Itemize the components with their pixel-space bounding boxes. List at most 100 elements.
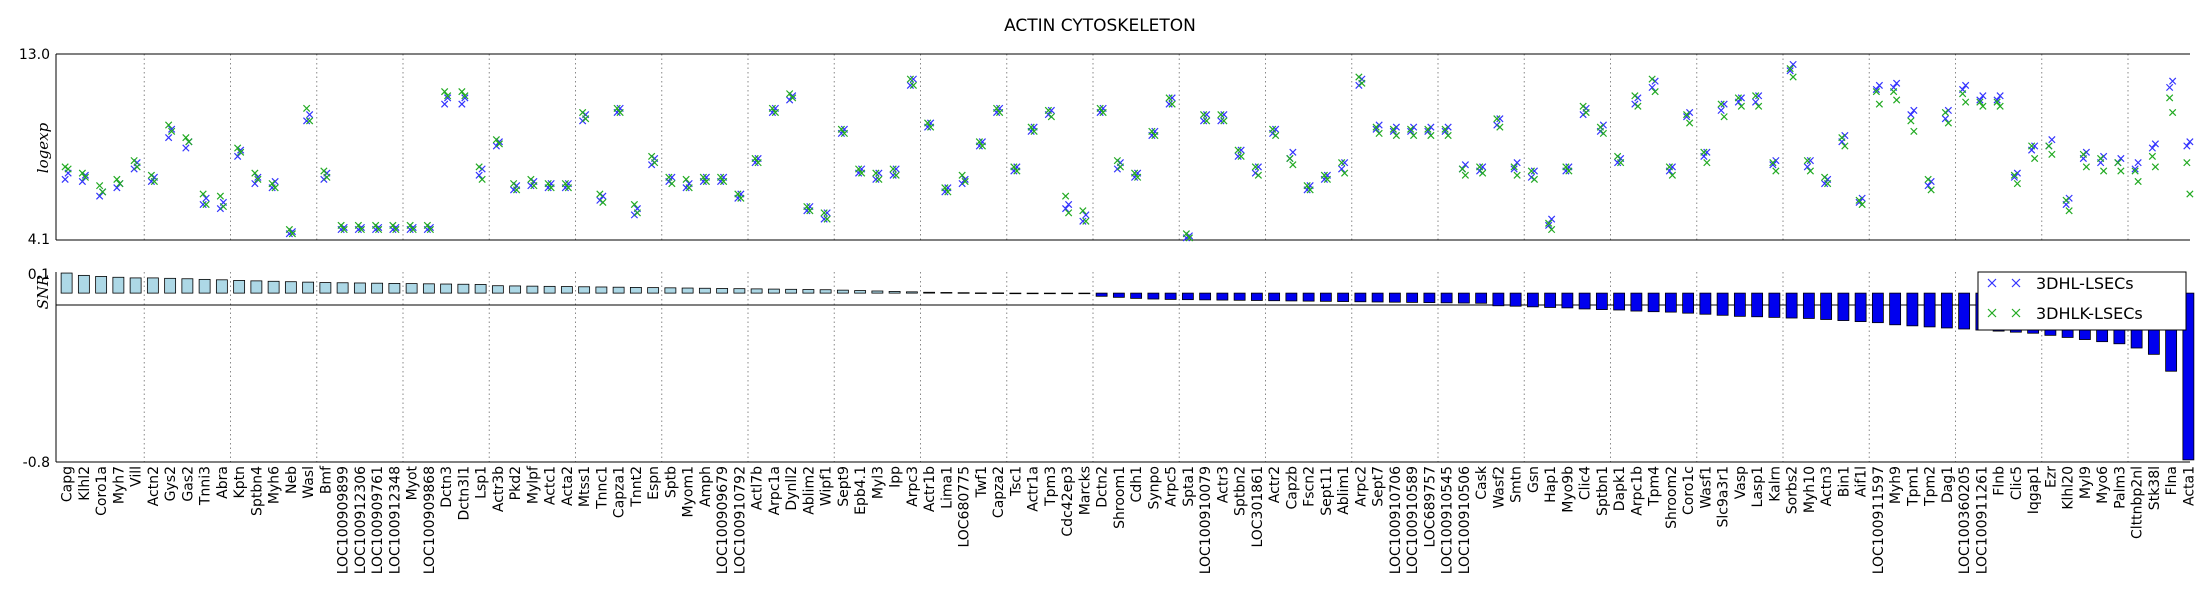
gene-label: Tpm4 — [1647, 466, 1663, 507]
snr-bar — [1285, 292, 1298, 302]
scatter-point — [1306, 186, 1314, 194]
scatter-point — [927, 123, 935, 131]
scatter-point — [1665, 163, 1673, 171]
snr-bar — [664, 287, 677, 294]
scatter-point — [1410, 131, 1418, 140]
snr-bar — [905, 291, 918, 294]
snr-bar — [284, 281, 297, 294]
scatter-point — [254, 173, 262, 181]
snr-bar — [1388, 292, 1401, 303]
snr-bar — [560, 286, 573, 294]
scatter-point — [1875, 81, 1883, 89]
snr-bar — [957, 292, 970, 294]
gene-label: Kalrn — [1767, 466, 1783, 502]
scatter-point — [1596, 123, 1604, 131]
scatter-point — [1872, 85, 1880, 94]
snr-bar — [836, 289, 849, 294]
scatter-point — [1220, 110, 1228, 119]
scatter-point — [444, 94, 452, 102]
scatter-point — [2166, 94, 2174, 102]
scatter-point — [182, 144, 190, 152]
scatter-point — [150, 177, 158, 186]
snr-bar — [129, 277, 142, 294]
snr-bar — [77, 274, 90, 294]
scatter-point — [958, 171, 966, 179]
scatter-point — [1341, 159, 1349, 167]
scatter-point — [1254, 163, 1262, 171]
bar-ylabel: SNR — [34, 275, 52, 310]
scatter-point — [475, 163, 483, 171]
scatter-point — [875, 169, 883, 177]
scatter-point — [1272, 125, 1280, 133]
gene-label: Acta1 — [2181, 466, 2197, 506]
scatter-point — [668, 179, 676, 188]
scatter-point — [1165, 100, 1173, 108]
scatter-point — [133, 163, 141, 171]
scatter-point — [527, 175, 535, 184]
gene-label: Cdh1 — [1129, 466, 1145, 502]
scatter-point — [1234, 146, 1242, 154]
scatter-point — [495, 140, 503, 148]
snr-bar — [1802, 292, 1815, 319]
snr-bar — [405, 283, 418, 294]
snr-bar — [302, 281, 315, 294]
gene-label: Myh9 — [1888, 466, 1904, 504]
legend-marker-3dhlk — [1987, 308, 2021, 318]
gene-label: LOC100910589 — [1405, 466, 1421, 574]
scatter-point — [409, 225, 417, 234]
scatter-point — [1910, 127, 1918, 135]
snr-bar — [1302, 292, 1315, 302]
snr-bar — [336, 282, 349, 294]
snr-bar — [1216, 292, 1229, 301]
scatter-point — [1148, 127, 1156, 135]
scatter-point — [1717, 100, 1725, 108]
scatter-point — [820, 215, 828, 223]
scatter-point — [1496, 123, 1504, 131]
snr-bar — [1043, 292, 1056, 295]
scatter-point — [1944, 119, 1952, 127]
scatter-point — [219, 202, 227, 211]
scatter-point — [237, 148, 245, 156]
scatter-point — [906, 81, 914, 89]
scatter-point — [1203, 110, 1211, 119]
gene-label: Tnnc1 — [594, 466, 610, 510]
snr-bar — [1457, 292, 1470, 304]
gene-label: Mylpf — [525, 465, 541, 504]
scatter-point — [892, 171, 900, 179]
scatter-point — [2100, 167, 2108, 175]
gene-label: LOC301861 — [1250, 466, 1266, 548]
scatter-point — [1562, 163, 1570, 171]
scatter-point — [1996, 92, 2004, 100]
scatter-point — [1703, 148, 1711, 156]
scatter-point — [720, 177, 728, 186]
scatter-point — [234, 152, 242, 161]
snr-bar — [1544, 292, 1557, 308]
snr-bar — [1509, 292, 1522, 307]
gene-label: Bmf — [318, 465, 334, 494]
scatter-point — [1251, 163, 1259, 171]
scatter-point — [1113, 156, 1121, 165]
snr-bar — [750, 288, 763, 294]
scatter-point — [1065, 200, 1073, 209]
gene-label: LOC100360205 — [1957, 466, 1973, 574]
snr-bar — [1475, 292, 1488, 304]
gene-label: Slc9a3r1 — [1716, 466, 1732, 528]
scatter-point — [1941, 108, 1949, 117]
scatter-point — [2114, 159, 2122, 167]
scatter-point — [458, 87, 466, 96]
scatter-point — [389, 221, 397, 229]
scatter-point — [320, 167, 328, 175]
scatter-point — [1234, 152, 1242, 161]
scatter-point — [1151, 131, 1159, 140]
scatter-point — [1941, 115, 1949, 123]
gene-label: Stk38l — [2147, 466, 2163, 510]
scatter-point — [1855, 196, 1863, 204]
snr-bar — [440, 283, 453, 294]
gene-label: Ipp — [888, 466, 904, 488]
scatter-point — [771, 108, 779, 117]
scatter-point — [81, 173, 89, 181]
gene-label: Lsp1 — [474, 466, 490, 499]
snr-bar — [802, 289, 815, 294]
gene-label: Cdc42ep3 — [1060, 466, 1076, 537]
scatter-point — [1096, 104, 1104, 112]
